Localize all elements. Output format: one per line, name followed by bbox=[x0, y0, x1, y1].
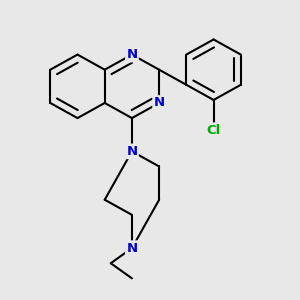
Text: N: N bbox=[126, 242, 137, 255]
Text: Cl: Cl bbox=[206, 124, 221, 137]
Text: N: N bbox=[154, 97, 165, 110]
Text: N: N bbox=[126, 48, 137, 61]
Text: N: N bbox=[126, 145, 137, 158]
